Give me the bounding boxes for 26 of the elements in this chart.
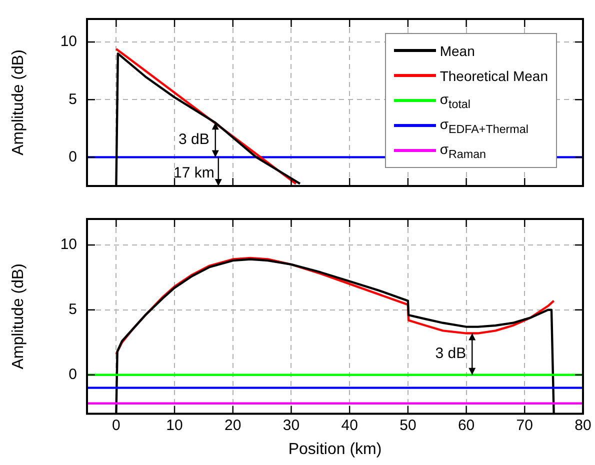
y-tick-label: 0 <box>68 148 77 166</box>
x-tick-label: 30 <box>282 416 300 434</box>
legend-label: σ$_{total}$ <box>440 90 471 110</box>
y-tick-label: 10 <box>60 33 77 50</box>
x-tick-label: 70 <box>516 416 533 434</box>
x-tick-label: 60 <box>458 416 475 434</box>
annotation: 3 dB <box>435 345 466 362</box>
x-tick-label: 80 <box>574 416 592 434</box>
y-axis-title: Amplitude (dB) <box>10 263 28 370</box>
legend-label: Theoretical Mean <box>440 68 548 84</box>
x-tick-label: 40 <box>341 416 358 434</box>
y-tick-label: 5 <box>68 90 77 108</box>
y-tick-label: 5 <box>68 301 77 318</box>
y-tick-label: 0 <box>68 366 77 383</box>
legend-label: σ$_{Raman}$ <box>440 140 486 160</box>
x-tick-label: 50 <box>400 416 416 434</box>
x-axis-title: Position (km) <box>288 440 382 458</box>
x-tick-label: 10 <box>166 416 183 434</box>
annotation: 3 dB <box>178 131 210 148</box>
x-tick-label: 0 <box>112 416 120 434</box>
x-tick-label: 20 <box>224 416 242 434</box>
y-axis-title: Amplitude (dB) <box>10 50 28 156</box>
annotation: 17 km <box>174 164 214 182</box>
legend-label: σ$_{EDFA+Thermal}$ <box>440 116 528 136</box>
y-tick-label: 10 <box>60 236 77 254</box>
legend-label: Mean <box>440 42 475 58</box>
